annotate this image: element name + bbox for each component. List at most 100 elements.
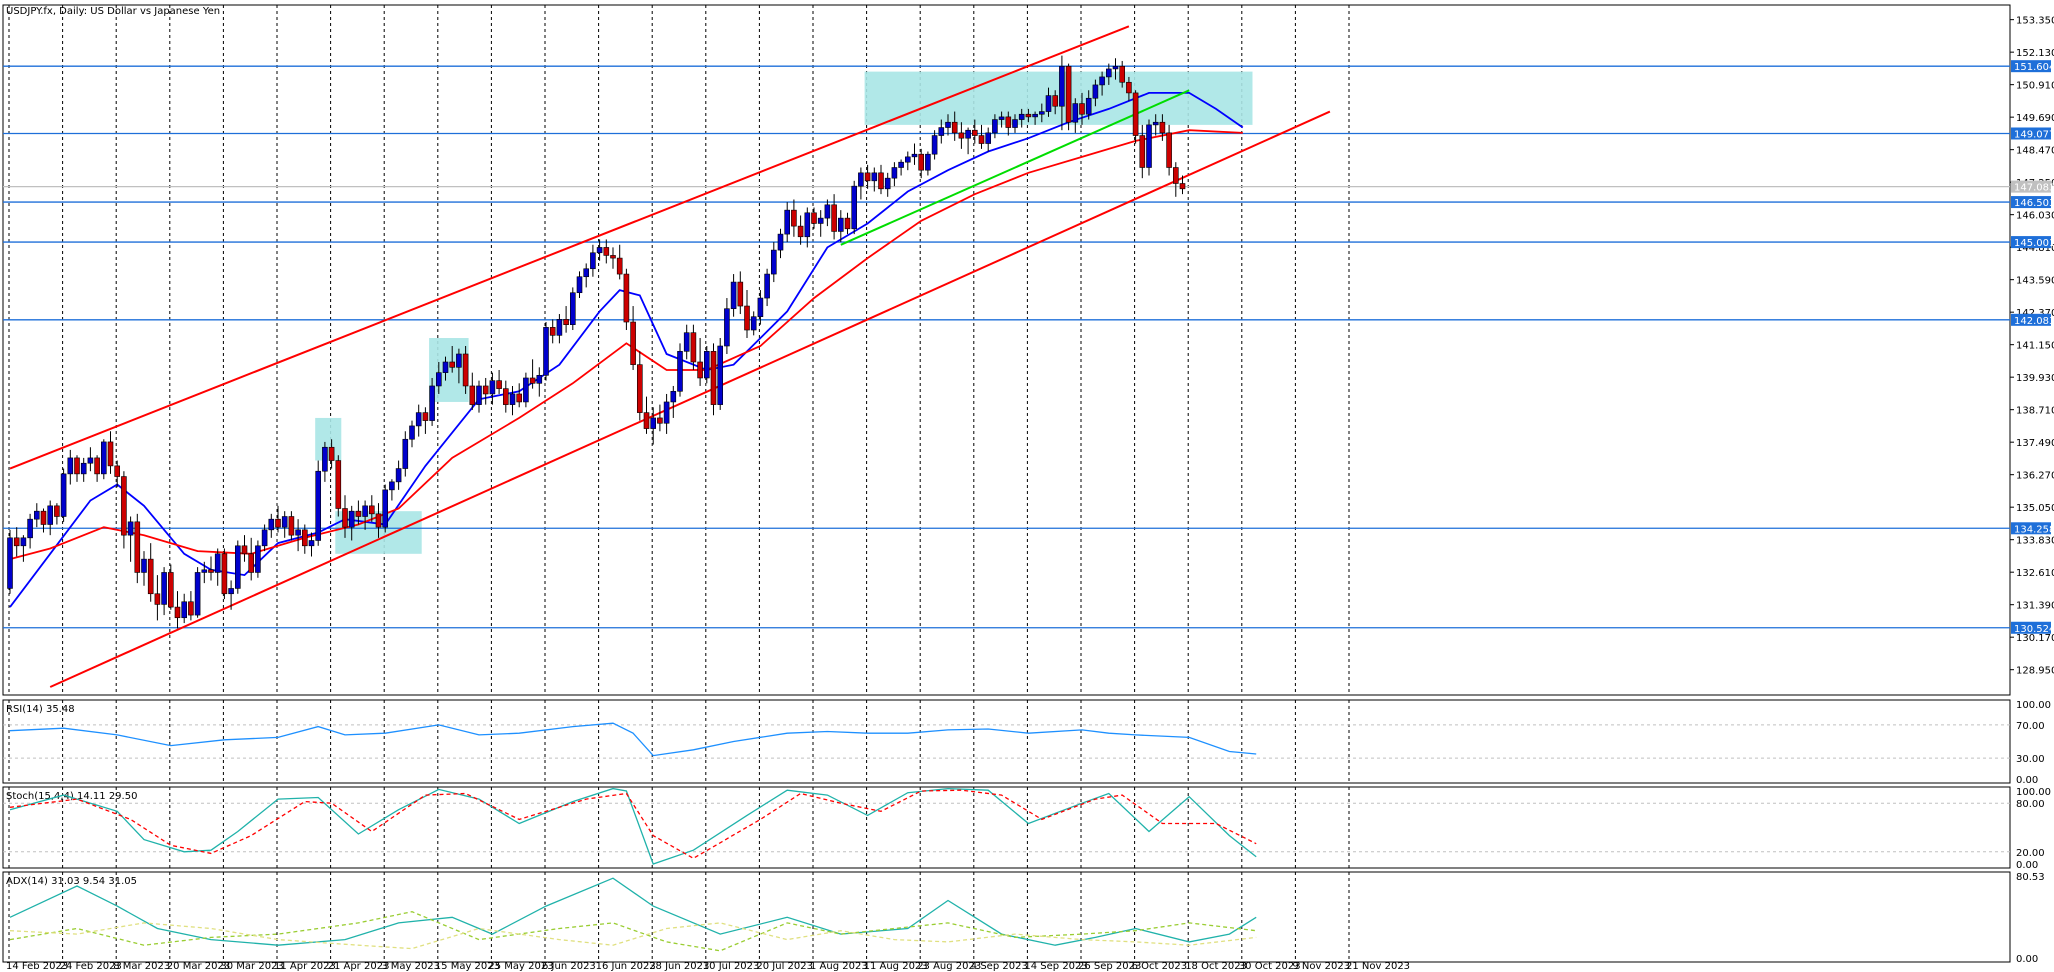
y-tick-label: 132.610 xyxy=(2016,568,2054,579)
candle xyxy=(288,511,295,541)
candle-body xyxy=(208,569,214,573)
candle-body xyxy=(603,247,610,256)
y-tick-label: 130.170 xyxy=(2016,633,2054,644)
series-line-trend xyxy=(840,89,1190,246)
price-zone xyxy=(864,71,1253,125)
candle-body xyxy=(134,521,141,573)
candle-body xyxy=(1059,65,1065,107)
level-price-tag xyxy=(2011,621,2051,634)
x-tick-label: 1 Aug 2023 xyxy=(810,961,868,972)
candle-body xyxy=(1166,132,1172,168)
candle-body xyxy=(556,319,563,336)
candle-body xyxy=(616,257,623,275)
candle-body xyxy=(1052,95,1058,107)
candle-body xyxy=(1005,116,1012,128)
candle-body xyxy=(1085,97,1092,115)
x-tick-label: 21 Apr 2023 xyxy=(328,961,390,972)
candle-body xyxy=(80,462,87,475)
candle-body xyxy=(777,233,784,251)
candle-body xyxy=(248,553,254,573)
candle-body xyxy=(268,518,275,531)
candle xyxy=(563,306,569,333)
candle xyxy=(101,439,107,480)
candle-body xyxy=(703,351,710,379)
candle xyxy=(590,244,596,277)
candle xyxy=(630,306,636,370)
candle-body xyxy=(710,351,717,405)
candle xyxy=(583,263,590,288)
candle xyxy=(1072,98,1079,133)
indicator-y-tick: 70.00 xyxy=(2016,721,2045,732)
candle-body xyxy=(697,361,703,379)
x-tick-label: 21 Nov 2023 xyxy=(1346,961,1410,972)
candle xyxy=(945,114,951,136)
y-tick-label: 149.690 xyxy=(2016,113,2054,124)
candle-body xyxy=(33,510,40,520)
candle xyxy=(643,396,650,434)
candle xyxy=(603,239,610,264)
x-tick-label: 11 Aug 2023 xyxy=(864,961,928,972)
candle-body xyxy=(925,153,931,171)
candle-body xyxy=(168,572,174,608)
candle xyxy=(657,404,663,432)
candle-body xyxy=(328,446,335,461)
candle-body xyxy=(1173,167,1179,184)
candle-body xyxy=(368,505,375,515)
x-tick-label: 30 Mar 2023 xyxy=(220,961,283,972)
candle-body xyxy=(770,249,777,275)
candle-body xyxy=(308,540,315,547)
candle-body xyxy=(362,505,368,517)
x-tick-label: 3 May 2023 xyxy=(381,961,440,972)
candle-body xyxy=(382,489,389,528)
candle-body xyxy=(871,172,878,182)
candle xyxy=(817,210,824,237)
candle xyxy=(60,468,67,522)
candle-body xyxy=(931,135,938,155)
candle xyxy=(355,500,362,525)
candle xyxy=(837,210,844,243)
y-tick-label: 133.830 xyxy=(2016,536,2054,547)
candle-body xyxy=(1039,111,1045,115)
candle xyxy=(114,460,120,488)
candle xyxy=(194,567,201,618)
candle-body xyxy=(342,508,348,528)
candle-body xyxy=(663,401,670,424)
candle-body xyxy=(650,417,657,429)
level-price-tag xyxy=(2011,313,2051,326)
candle-body xyxy=(683,332,690,352)
candle-body xyxy=(764,273,770,299)
candle xyxy=(737,271,744,315)
candle-body xyxy=(20,537,27,547)
candle xyxy=(348,505,355,541)
x-tick-label: 10 Jul 2023 xyxy=(703,961,760,972)
candle xyxy=(871,167,878,192)
candle xyxy=(1179,175,1186,195)
candle xyxy=(677,343,683,397)
candle xyxy=(851,180,858,235)
candle-body xyxy=(442,361,449,373)
candle xyxy=(650,407,657,445)
candle-body xyxy=(141,558,147,573)
candle xyxy=(616,244,623,280)
indicator-y-tick: 80.00 xyxy=(2016,799,2045,810)
candle-body xyxy=(804,212,811,238)
candle xyxy=(80,457,87,482)
level-price-tag xyxy=(2011,180,2051,193)
candle xyxy=(998,111,1005,128)
channel-line xyxy=(49,110,1331,688)
candle-body xyxy=(469,385,476,405)
indicator-y-tick: 20.00 xyxy=(2016,848,2045,859)
candle-body xyxy=(951,121,958,134)
candle-body xyxy=(998,116,1005,120)
level-price-tag xyxy=(2011,196,2051,209)
candle xyxy=(188,591,194,621)
candle xyxy=(891,162,898,187)
candle-body xyxy=(114,465,120,477)
candle-body xyxy=(301,529,308,547)
candle xyxy=(1079,92,1085,125)
candle xyxy=(181,593,187,624)
x-tick-label: 6 Oct 2023 xyxy=(1132,961,1187,972)
candle xyxy=(904,151,911,171)
candle-body xyxy=(295,529,301,536)
candle-body xyxy=(422,412,429,421)
